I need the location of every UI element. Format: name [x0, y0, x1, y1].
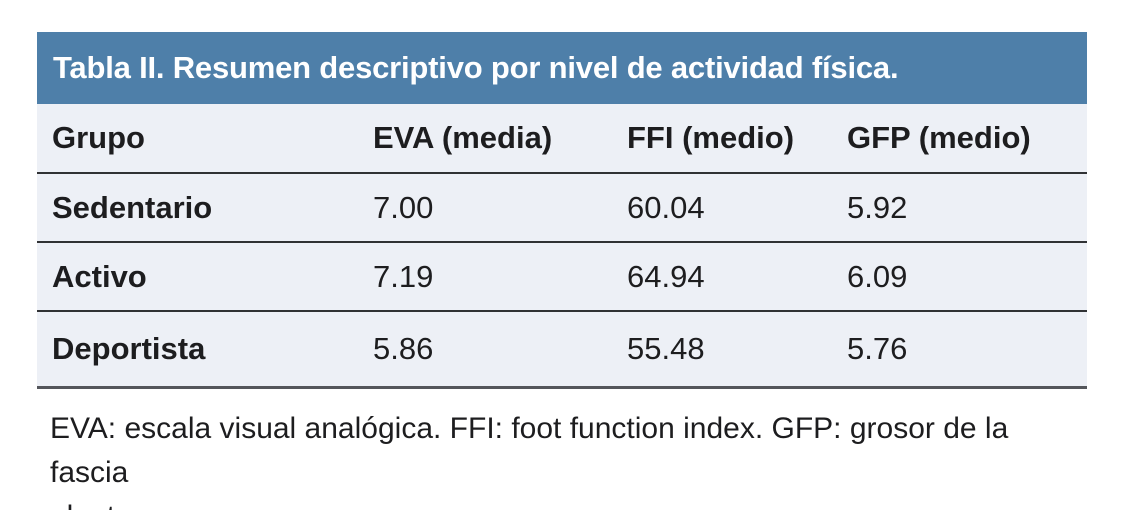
cell-grupo: Deportista [52, 331, 206, 366]
cell-ffi: 55.48 [627, 331, 705, 366]
table-header-row: Grupo EVA (media) FFI (medio) GFP (medio… [37, 104, 1087, 174]
cell-grupo: Activo [52, 258, 147, 294]
footnote-line-2: plantar. [50, 495, 1090, 510]
cell-ffi: 64.94 [627, 258, 705, 294]
cell-eva: 7.19 [373, 258, 434, 294]
cell-eva: 5.86 [373, 331, 434, 366]
table-row-activo: Activo 7.19 64.94 6.09 [37, 243, 1087, 312]
table-tabla-ii: Tabla II. Resumen descriptivo por nivel … [37, 32, 1087, 389]
table-row-sedentario: Sedentario 7.00 60.04 5.92 [37, 174, 1087, 243]
cell-grupo: Sedentario [52, 189, 213, 225]
footnote-line-1: EVA: escala visual analógica. FFI: foot … [50, 412, 1009, 489]
table-title-bar: Tabla II. Resumen descriptivo por nivel … [37, 32, 1087, 104]
column-header-grupo: Grupo [52, 120, 145, 155]
table-title: Tabla II. Resumen descriptivo por nivel … [53, 50, 899, 85]
table-row-deportista: Deportista 5.86 55.48 5.76 [37, 312, 1087, 389]
column-header-ffi: FFI (medio) [627, 120, 795, 155]
cell-gfp: 5.92 [847, 189, 908, 225]
cell-eva: 7.00 [373, 189, 434, 225]
cell-gfp: 6.09 [847, 258, 908, 294]
column-header-eva: EVA (media) [373, 120, 553, 155]
table-footnote: EVA: escala visual analógica. FFI: foot … [50, 407, 1090, 510]
column-header-gfp: GFP (medio) [847, 120, 1031, 155]
cell-gfp: 5.76 [847, 331, 908, 366]
cell-ffi: 60.04 [627, 189, 705, 225]
